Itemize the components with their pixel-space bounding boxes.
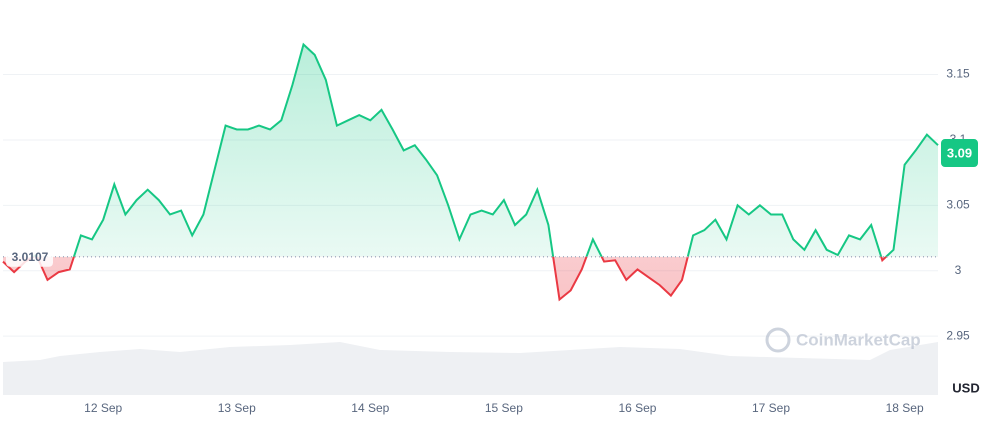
area-down <box>3 256 938 300</box>
x-tick-label: 14 Sep <box>351 401 389 415</box>
x-tick-label: 18 Sep <box>886 401 924 415</box>
x-tick-label: 12 Sep <box>84 401 122 415</box>
y-tick-label: 3.05 <box>946 198 970 212</box>
price-line-down <box>2 256 888 302</box>
current-price-badge <box>941 139 978 168</box>
y-tick-label: 2.95 <box>946 328 970 342</box>
watermark-text: CoinMarketCap <box>796 330 921 349</box>
baseline-label: 3.0107 <box>12 250 49 264</box>
y-tick-label: 3.15 <box>946 67 970 81</box>
baseline-badge <box>6 246 53 267</box>
x-tick-label: 17 Sep <box>752 401 790 415</box>
area-up <box>3 44 938 257</box>
current-price-label: 3.09 <box>947 145 972 160</box>
x-tick-label: 13 Sep <box>218 401 256 415</box>
volume-area <box>3 342 938 395</box>
x-tick-label: 15 Sep <box>485 401 523 415</box>
plot: 3.0107 3.09 <box>2 42 978 302</box>
currency-label: USD <box>952 380 979 395</box>
x-tick-label: 16 Sep <box>618 401 656 415</box>
y-tick-label: 3 <box>955 263 962 277</box>
watermark: CoinMarketCap <box>765 327 921 353</box>
price-line-up <box>31 42 939 257</box>
